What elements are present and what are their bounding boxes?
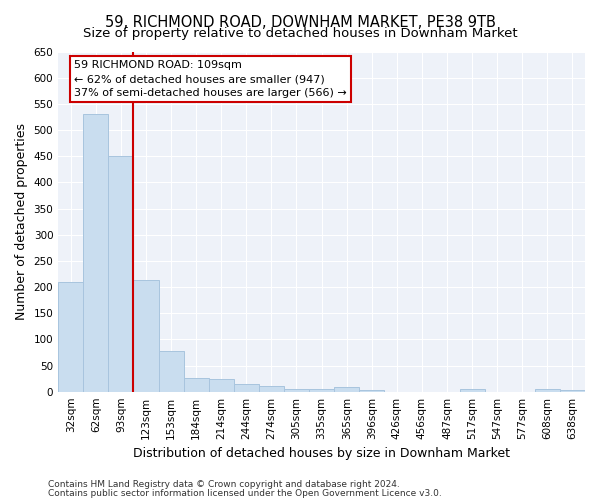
Bar [334,387,359,392]
Bar [359,390,385,392]
Bar [309,388,334,392]
Text: Contains HM Land Registry data © Crown copyright and database right 2024.: Contains HM Land Registry data © Crown c… [48,480,400,489]
Bar [460,389,485,392]
Bar [158,351,184,392]
Y-axis label: Number of detached properties: Number of detached properties [15,123,28,320]
Bar [133,280,158,392]
X-axis label: Distribution of detached houses by size in Downham Market: Distribution of detached houses by size … [133,447,510,460]
Text: 59 RICHMOND ROAD: 109sqm
← 62% of detached houses are smaller (947)
37% of semi-: 59 RICHMOND ROAD: 109sqm ← 62% of detach… [74,60,347,98]
Bar [234,384,259,392]
Bar [560,390,585,392]
Text: 59, RICHMOND ROAD, DOWNHAM MARKET, PE38 9TB: 59, RICHMOND ROAD, DOWNHAM MARKET, PE38 … [104,15,496,30]
Bar [284,389,309,392]
Bar [259,386,284,392]
Bar [209,378,234,392]
Bar [184,378,209,392]
Bar [109,156,133,392]
Bar [535,389,560,392]
Text: Size of property relative to detached houses in Downham Market: Size of property relative to detached ho… [83,28,517,40]
Text: Contains public sector information licensed under the Open Government Licence v3: Contains public sector information licen… [48,488,442,498]
Bar [83,114,109,392]
Bar [58,282,83,392]
